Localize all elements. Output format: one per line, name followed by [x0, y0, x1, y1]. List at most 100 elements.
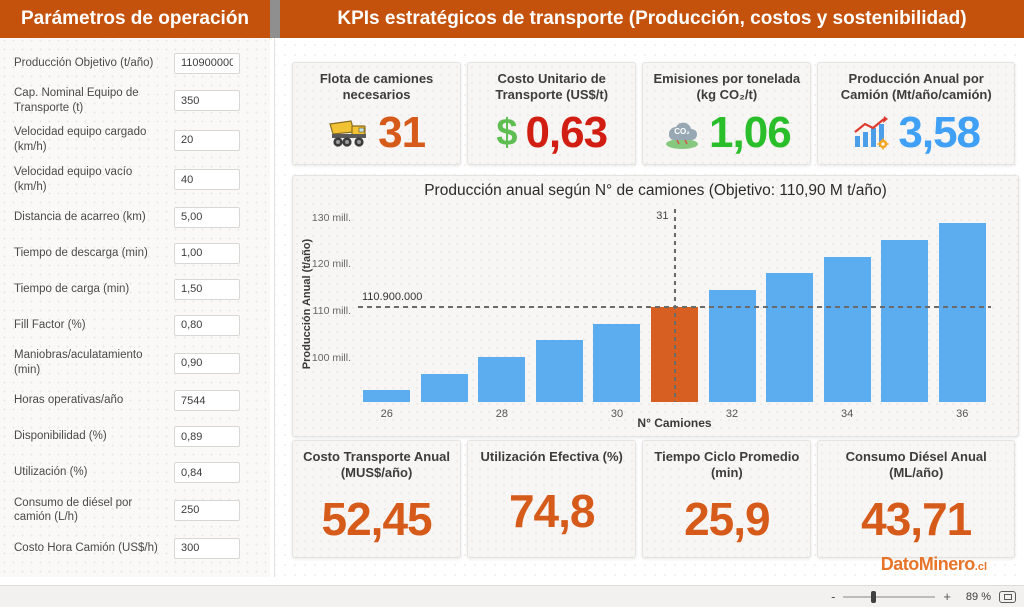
- parameter-row: Distancia de acarreo (km): [14, 204, 240, 230]
- brand-name: DatoMinero: [880, 554, 976, 574]
- parameter-row: Fill Factor (%): [14, 312, 240, 338]
- parameter-row: Velocidad equipo vacío (km/h): [14, 165, 240, 194]
- parameter-input-2[interactable]: [174, 129, 240, 151]
- parameter-input-4[interactable]: [174, 206, 240, 228]
- x-tick-label: 34: [841, 408, 854, 420]
- kpi-card: Costo Transporte Anual (MUS$/año) 52,45: [292, 440, 462, 558]
- x-tick-label: 32: [725, 408, 739, 420]
- parameter-row: Costo Hora Camión (US$/h): [14, 535, 240, 561]
- panel-divider: [274, 38, 275, 577]
- kpi-value-row: 52,45: [293, 480, 460, 557]
- zoom-level: 89 %: [965, 590, 991, 603]
- bar-26[interactable]: [363, 390, 411, 402]
- parameter-label: Disponibilidad (%): [14, 430, 107, 443]
- parameter-label: Maniobras/aculatamiento (min): [14, 349, 143, 377]
- parameter-row: Maniobras/aculatamiento (min): [14, 348, 240, 377]
- bar-33[interactable]: [766, 273, 814, 402]
- parameter-row: Cap. Nominal Equipo de Transporte (t): [14, 86, 240, 115]
- kpi-title: Tiempo Ciclo Promedio (min): [654, 449, 800, 480]
- status-bar: - + 89 %: [0, 585, 1024, 607]
- kpi-value-row: 43,71: [818, 480, 1014, 557]
- kpi-title: Flota de camiones necesarios: [319, 71, 434, 102]
- parameter-row: Producción Objetivo (t/año): [14, 50, 240, 76]
- kpi-title: Consumo Diésel Anual (ML/año): [845, 449, 987, 480]
- kpi-value-row: CO₂ 1,06: [643, 102, 810, 164]
- zoom-slider[interactable]: [843, 590, 936, 603]
- brand-tld: .cl: [974, 561, 987, 573]
- parameter-input-12[interactable]: [174, 499, 240, 521]
- kpi-value-row: $0,63: [468, 102, 635, 164]
- kpi-card: Consumo Diésel Anual (ML/año) 43,71: [817, 440, 1015, 558]
- zoom-in-button[interactable]: +: [943, 589, 951, 604]
- zoom-out-button[interactable]: -: [831, 589, 836, 604]
- parameter-input-7[interactable]: [174, 314, 240, 336]
- kpi-value-row: 25,9: [643, 480, 810, 557]
- kpi-card: Utilización Efectiva (%) 74,8: [467, 440, 637, 558]
- parameter-label: Consumo de diésel por camión (L/h): [14, 496, 133, 524]
- brand-logo: DatoMinero.cl: [881, 554, 987, 575]
- parameter-label: Horas operativas/año: [14, 394, 124, 407]
- parameter-input-6[interactable]: [174, 278, 240, 300]
- x-tick-label: 28: [495, 408, 508, 420]
- kpi-row-bottom: Costo Transporte Anual (MUS$/año) 52,45 Ut…: [292, 440, 1015, 558]
- bar-29[interactable]: [535, 340, 583, 402]
- bar-32[interactable]: [708, 290, 756, 402]
- kpi-value: 25,9: [684, 492, 771, 545]
- kpi-value: 74,8: [508, 484, 596, 537]
- chart-title: Producción anual según N° de camiones (O…: [424, 182, 887, 199]
- parameter-label: Producción Objetivo (t/año): [14, 56, 154, 69]
- parameter-input-13[interactable]: [174, 537, 240, 559]
- panel-splitter[interactable]: [270, 0, 280, 38]
- kpi-row-top: Flota de camiones necesarios 31 Costo Unit…: [292, 62, 1015, 165]
- parameter-input-5[interactable]: [174, 242, 240, 264]
- fit-to-page-icon[interactable]: [999, 590, 1016, 603]
- kpi-value-row: 3,58: [818, 102, 1014, 164]
- parameter-input-3[interactable]: [174, 169, 240, 191]
- parameter-input-0[interactable]: [174, 52, 240, 74]
- bar-34[interactable]: [823, 256, 871, 402]
- parameter-input-1[interactable]: [174, 90, 240, 112]
- fleet-marker-line: [673, 209, 676, 402]
- y-tick-label: 100 mill.: [311, 351, 351, 364]
- kpi-value-row: 74,8: [468, 465, 635, 557]
- kpi-value: 43,71: [861, 492, 972, 545]
- bar-36[interactable]: [938, 223, 986, 402]
- page-title: KPIs estratégicos de transporte (Producc…: [280, 0, 1024, 38]
- kpi-value: 0,63: [525, 108, 608, 158]
- kpi-card: Tiempo Ciclo Promedio (min) 25,9: [642, 440, 812, 558]
- parameter-label: Tiempo de descarga (min): [14, 246, 148, 259]
- parameter-input-10[interactable]: [174, 426, 240, 448]
- target-line-label: 110.900.000: [362, 290, 423, 303]
- y-tick-label: 120 mill.: [311, 258, 351, 271]
- kpi-title: Costo Transporte Anual (MUS$/año): [303, 449, 450, 480]
- parameter-input-8[interactable]: [174, 352, 240, 374]
- parameter-input-9[interactable]: [174, 390, 240, 412]
- y-tick-label: 130 mill.: [311, 211, 351, 224]
- svg-text:CO₂: CO₂: [674, 127, 690, 136]
- parameter-label: Fill Factor (%): [14, 318, 86, 331]
- bar-30[interactable]: [593, 323, 641, 402]
- kpi-card: Producción Anual por Camión (Mt/año/cami…: [817, 62, 1015, 165]
- report-canvas: Parámetros de operación Producción Objet…: [0, 0, 1024, 584]
- parameter-row: Tiempo de descarga (min): [14, 240, 240, 266]
- kpi-title: Utilización Efectiva (%): [480, 449, 623, 464]
- kpi-card: Costo Unitario de Transporte (US$/t) $0,6…: [467, 62, 637, 165]
- bar-28[interactable]: [478, 356, 526, 402]
- kpi-value-row: 31: [293, 102, 460, 164]
- bar-27[interactable]: [420, 373, 468, 402]
- parameter-label: Utilización (%): [14, 466, 88, 479]
- kpi-value: 3,58: [898, 108, 981, 158]
- x-tick-label: 26: [380, 408, 393, 420]
- bar-35[interactable]: [881, 240, 929, 402]
- parameter-row: Velocidad equipo cargado (km/h): [14, 125, 240, 154]
- zoom-slider-handle[interactable]: [871, 590, 876, 603]
- parameter-label: Costo Hora Camión (US$/h): [14, 541, 158, 554]
- parameter-input-11[interactable]: [174, 462, 240, 484]
- chart-card: Producción anual según N° de camiones (O…: [292, 175, 1019, 437]
- kpi-card: Emisiones por tonelada (kg CO₂/t) CO₂ 1,06: [642, 62, 812, 165]
- kpi-card: Flota de camiones necesarios 31: [292, 62, 462, 165]
- parameters-panel: Parámetros de operación Producción Objet…: [0, 0, 270, 577]
- parameter-row: Disponibilidad (%): [14, 424, 240, 450]
- kpi-value: 31: [378, 108, 426, 158]
- kpi-value: 52,45: [321, 492, 433, 545]
